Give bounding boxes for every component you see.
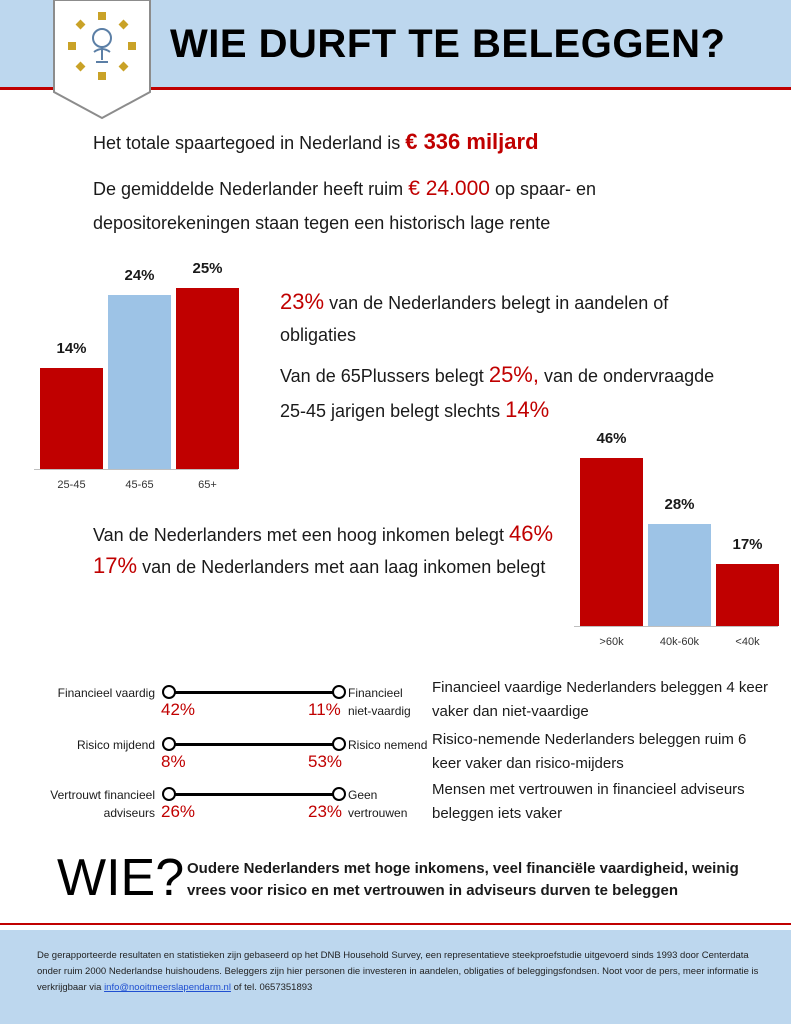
income-chart-category-label: >60k — [599, 636, 624, 648]
age-chart-bar — [40, 367, 103, 469]
comparison-track — [170, 793, 338, 796]
comparison-left-knob — [162, 737, 176, 751]
age-stat-2-text-b: van de ondervraagde 25-45 jarigen belegt… — [280, 366, 715, 421]
age-stat-2-text-a: Van de 65Plussers belegt — [280, 366, 484, 386]
age-stat-1-text: van de Nederlanders belegt in aandelen o… — [280, 293, 669, 345]
income-chart-value-label: 17% — [732, 535, 763, 553]
average-savings-value: € 24.000 — [408, 177, 490, 200]
age-stat-1-value: 23% — [280, 289, 325, 314]
income-chart-bar — [648, 523, 711, 626]
footer-divider — [0, 923, 791, 925]
income-stat-2-value: 17% — [93, 553, 138, 578]
age-chart-category-label: 65+ — [198, 479, 217, 491]
average-savings-text-a: De gemiddelde Nederlander heeft ruim — [93, 179, 404, 199]
comparison-right-label: Risico nemend — [348, 738, 428, 752]
comparison-left-knob — [162, 787, 176, 801]
age-stat-2: Van de 65Plussers belegt 25%, van de ond… — [280, 358, 720, 428]
tree-sun-logo-icon — [53, 0, 151, 120]
comparison-right-value: 53% — [308, 752, 343, 771]
footer-email-link[interactable]: info@nooitmeerslapendarm.nl — [104, 982, 231, 993]
age-chart-value-label: 24% — [124, 267, 155, 284]
footer-text-a: De gerapporteerde resultaten en statisti… — [37, 950, 759, 993]
age-stat-1: 23% van de Nederlanders belegt in aandel… — [280, 286, 720, 351]
comparison-left-label: Risico mijdend — [76, 738, 155, 752]
comparison-right-knob — [332, 685, 346, 699]
comparison-left-value: 42% — [161, 700, 196, 719]
income-stat-2-text: van de Nederlanders met aan laag inkomen… — [142, 557, 546, 577]
comparison-right-knob — [332, 737, 346, 751]
comparison-left-value: 26% — [161, 802, 196, 821]
average-savings-text-b: op spaar- en depositorekeningen staan te… — [93, 179, 597, 233]
age-chart-category-label: 25-45 — [57, 479, 86, 491]
income-chart-bar — [580, 458, 643, 626]
page-title: WIE DURFT TE BELEGGEN? — [170, 22, 726, 66]
comparison-right-value: 11% — [308, 700, 341, 719]
comparison-right-knob — [332, 787, 346, 801]
income-stat-1-value: 46% — [508, 521, 554, 546]
footer-note: De gerapporteerde resultaten en statisti… — [37, 948, 767, 996]
income-chart-value-label: 46% — [596, 430, 627, 448]
age-chart-axis-line — [34, 469, 238, 470]
comparison-left-label: Financieel vaardig — [57, 686, 155, 700]
age-chart-category-label: 45-65 — [125, 479, 154, 491]
age-stat-2-value-a: 25%, — [488, 362, 539, 387]
footer-text-b: of tel. 0657351893 — [233, 982, 313, 993]
age-chart-value-label: 25% — [192, 259, 223, 277]
income-chart-value-label: 28% — [664, 495, 695, 513]
total-savings-text: Het totale spaartegoed in Nederland is — [93, 133, 401, 153]
total-savings-line: Het totale spaartegoed in Nederland is €… — [93, 129, 539, 155]
income-stat-1-text: Van de Nederlanders met een hoog inkomen… — [93, 525, 504, 545]
income-stat-2: 17% van de Nederlanders met aan laag ink… — [93, 550, 593, 583]
age-stat-2-value-b: 14% — [505, 397, 550, 422]
comparison-description: Financieel vaardige Nederlanders belegge… — [432, 679, 769, 720]
header-divider — [0, 87, 791, 90]
comparison-right-label: Geen vertrouwen — [348, 788, 408, 820]
comparison-left-label: Vertrouwt financieel adviseurs — [50, 788, 155, 820]
age-chart-value-label: 14% — [56, 339, 87, 357]
comparison-left-value: 8% — [161, 752, 186, 771]
age-chart-bar — [176, 287, 239, 469]
comparison-right-value: 23% — [308, 802, 343, 821]
income-chart-category-label: 40k-60k — [659, 636, 700, 648]
comparison-right-label: Financieel niet-vaardig — [348, 686, 411, 718]
average-savings-line: De gemiddelde Nederlander heeft ruim € 2… — [93, 172, 693, 240]
comparison-track — [170, 743, 338, 746]
income-stat-1: Van de Nederlanders met een hoog inkomen… — [93, 518, 593, 551]
comparison-track — [170, 691, 338, 694]
comparison-description: Mensen met vertrouwen in financieel advi… — [432, 781, 745, 822]
income-chart-axis-line — [574, 626, 778, 627]
footer-band — [0, 930, 791, 1024]
income-chart-bar — [716, 563, 779, 626]
total-savings-value: € 336 miljard — [405, 129, 539, 154]
comparison-left-knob — [162, 685, 176, 699]
income-chart-category-label: <40k — [735, 636, 760, 648]
age-chart-bar — [108, 295, 171, 469]
conclusion-text: Oudere Nederlanders met hoge inkomens, v… — [187, 860, 739, 899]
conclusion-heading: WIE? — [57, 849, 185, 907]
comparison-description: Risico-nemende Nederlanders beleggen rui… — [432, 731, 747, 772]
